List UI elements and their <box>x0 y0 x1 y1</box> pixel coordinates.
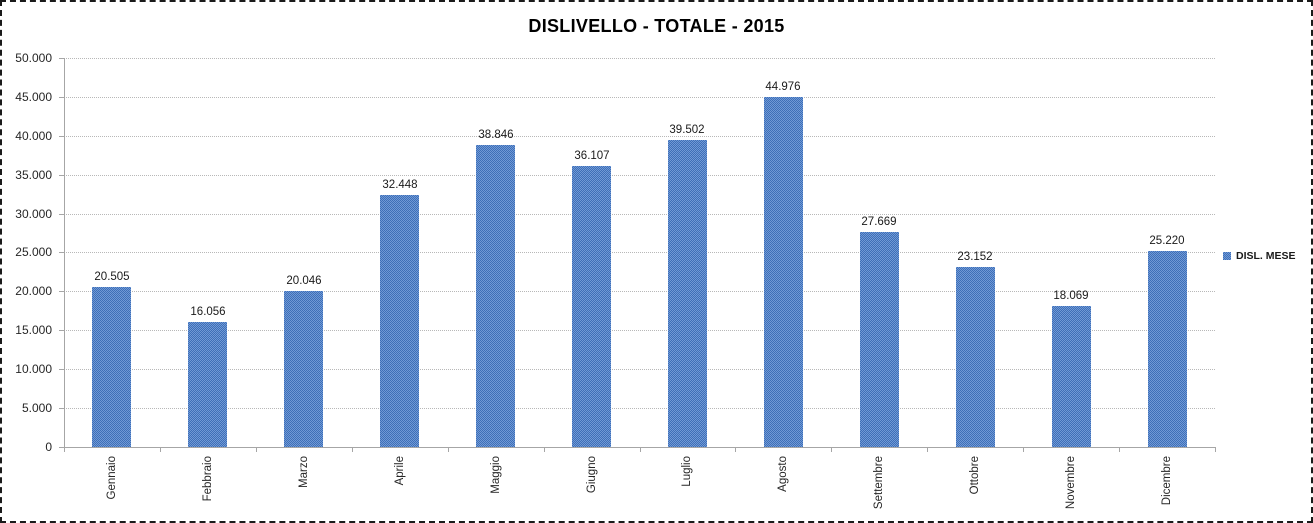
bar-value-label: 23.152 <box>957 251 993 263</box>
y-axis-label: 15.000 <box>15 323 52 337</box>
x-axis-label: Febbraio <box>202 456 214 502</box>
y-axis-line <box>64 58 65 452</box>
y-axis-tick <box>59 330 64 331</box>
x-axis-tick <box>1215 448 1216 452</box>
y-axis-tick <box>59 408 64 409</box>
bar-value-label: 16.056 <box>190 306 226 318</box>
gridline <box>64 214 1215 215</box>
bar <box>284 291 323 447</box>
y-axis-label: 35.000 <box>15 168 52 182</box>
x-axis-label: Novembre <box>1065 456 1077 510</box>
bar <box>572 166 611 447</box>
x-axis-tick <box>544 448 545 452</box>
bar <box>188 322 227 447</box>
y-axis-label: 40.000 <box>15 129 52 143</box>
x-axis-label: Luglio <box>681 456 693 487</box>
y-axis-tick <box>59 175 64 176</box>
x-axis-line <box>64 447 1216 448</box>
bar <box>860 232 899 447</box>
y-axis-label: 25.000 <box>15 245 52 259</box>
gridline <box>64 136 1215 137</box>
x-axis-tick <box>1119 448 1120 452</box>
bar <box>764 97 803 447</box>
y-axis-label: 20.000 <box>15 284 52 298</box>
gridline <box>64 408 1215 409</box>
x-axis-tick <box>831 448 832 452</box>
gridline <box>64 369 1215 370</box>
bar-value-label: 20.046 <box>286 275 322 287</box>
bar-value-label: 44.976 <box>765 81 801 93</box>
x-axis-label: Gennaio <box>106 456 118 500</box>
x-axis-label: Ottobre <box>969 456 981 495</box>
y-axis-label: 10.000 <box>15 362 52 376</box>
gridline <box>64 291 1215 292</box>
x-axis-tick <box>160 448 161 452</box>
y-axis-tick <box>59 214 64 215</box>
chart-title: DISLIVELLO - TOTALE - 2015 <box>528 16 785 36</box>
bar-value-label: 39.502 <box>669 124 705 136</box>
x-axis-tick <box>735 448 736 452</box>
gridline <box>64 330 1215 331</box>
bar <box>1148 251 1187 447</box>
y-axis-tick <box>59 447 64 448</box>
legend-label: DISL. MESE <box>1236 250 1296 262</box>
gridline <box>64 175 1215 176</box>
bar-value-label: 38.846 <box>478 129 514 141</box>
bar-value-label: 20.505 <box>94 271 130 283</box>
x-axis-label: Marzo <box>298 456 310 488</box>
bar <box>92 287 131 447</box>
x-axis-label: Giugno <box>586 456 598 494</box>
y-axis-tick <box>59 58 64 59</box>
x-axis-label: Settembre <box>873 456 885 510</box>
bar-value-label: 32.448 <box>382 179 418 191</box>
bar-value-label: 27.669 <box>861 216 897 228</box>
y-axis-tick <box>59 252 64 253</box>
bar-value-label: 25.220 <box>1149 235 1185 247</box>
y-axis-label: 30.000 <box>15 207 52 221</box>
x-axis-tick <box>352 448 353 452</box>
y-axis-label: 45.000 <box>15 90 52 104</box>
y-axis-tick <box>59 369 64 370</box>
x-axis-tick <box>448 448 449 452</box>
x-axis-tick <box>640 448 641 452</box>
x-axis-tick <box>256 448 257 452</box>
x-axis-label: Agosto <box>777 456 789 492</box>
bar-value-label: 36.107 <box>574 150 610 162</box>
bar-value-label: 18.069 <box>1053 290 1089 302</box>
legend-swatch-icon <box>1223 252 1231 260</box>
y-axis-label: 5.000 <box>21 401 52 415</box>
bar <box>668 140 707 447</box>
bar <box>476 145 515 447</box>
bar <box>380 195 419 447</box>
bar <box>956 267 995 447</box>
y-axis-label: 50.000 <box>15 51 52 65</box>
x-axis-label: Dicembre <box>1161 456 1173 506</box>
gridline <box>64 252 1215 253</box>
legend: DISL. MESE <box>1223 250 1296 262</box>
y-axis-tick <box>59 136 64 137</box>
gridline <box>64 58 1215 59</box>
x-axis-label: Aprile <box>394 456 406 486</box>
y-axis-tick <box>59 291 64 292</box>
gridline <box>64 97 1215 98</box>
bar <box>1052 306 1091 447</box>
x-axis-tick <box>927 448 928 452</box>
y-axis-tick <box>59 97 64 98</box>
x-axis-tick <box>1023 448 1024 452</box>
y-axis-label: 0 <box>45 440 52 454</box>
x-axis-label: Maggio <box>490 456 502 494</box>
